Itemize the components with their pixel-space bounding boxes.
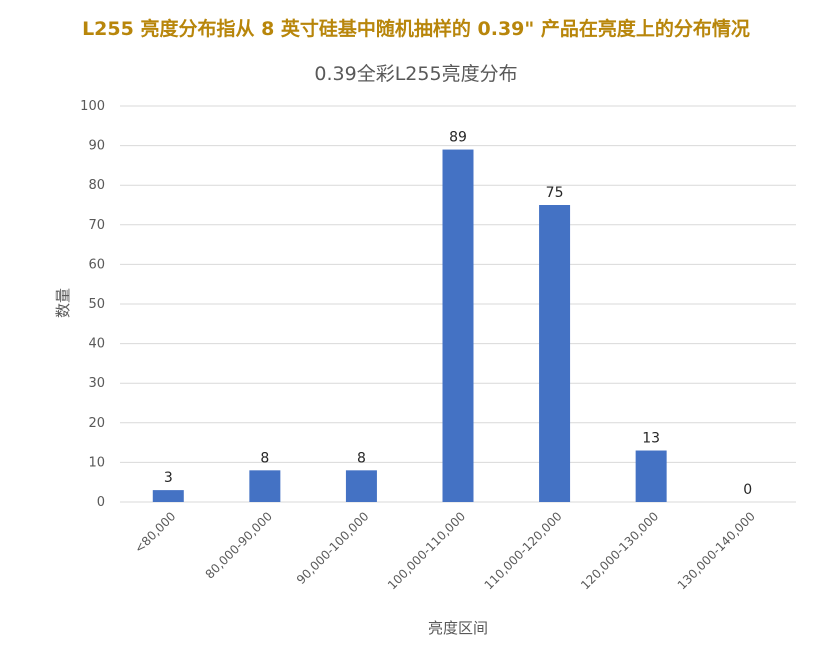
bar bbox=[442, 149, 474, 502]
data-label: 89 bbox=[449, 130, 467, 146]
y-tick-label: 60 bbox=[88, 257, 105, 272]
y-tick-label: 10 bbox=[88, 455, 105, 470]
y-axis-label: 数量 bbox=[54, 288, 72, 318]
x-tick-label: 90,000-100,000 bbox=[294, 509, 372, 587]
x-tick-label: 80,000-90,000 bbox=[203, 509, 275, 581]
y-tick-label: 0 bbox=[97, 495, 105, 510]
page-heading: L255 亮度分布指从 8 英寸硅基中随机抽样的 0.39" 产品在亮度上的分布… bbox=[82, 18, 750, 40]
y-tick-label: 30 bbox=[88, 376, 105, 391]
data-label: 8 bbox=[357, 450, 366, 466]
x-tick-label: 100,000-110,000 bbox=[385, 509, 468, 592]
data-label: 75 bbox=[546, 185, 564, 201]
bar bbox=[152, 490, 184, 502]
data-label: 3 bbox=[164, 470, 173, 486]
y-tick-label: 20 bbox=[88, 416, 105, 431]
y-tick-label: 50 bbox=[88, 297, 105, 312]
bar bbox=[345, 470, 377, 502]
x-tick-label: 110,000-120,000 bbox=[482, 509, 565, 592]
x-axis-label: 亮度区间 bbox=[428, 619, 488, 637]
bar bbox=[249, 470, 281, 502]
x-tick-label: 120,000-130,000 bbox=[578, 509, 661, 592]
y-tick-labels: 0 10 20 30 40 50 60 70 80 90 100 bbox=[80, 99, 105, 510]
y-tick-label: 80 bbox=[88, 178, 105, 193]
y-tick-label: 70 bbox=[88, 218, 105, 233]
x-tick-labels: <80,000 80,000-90,000 90,000-100,000 100,00… bbox=[132, 509, 758, 592]
data-label: 8 bbox=[260, 450, 269, 466]
y-tick-label: 100 bbox=[80, 99, 105, 114]
y-tick-label: 90 bbox=[88, 139, 105, 154]
data-label: 0 bbox=[743, 482, 752, 498]
x-tick-label: 130,000-140,000 bbox=[675, 509, 758, 592]
bars bbox=[152, 149, 667, 502]
chart-title: 0.39全彩L255亮度分布 bbox=[314, 63, 517, 85]
data-labels: 3 8 8 89 75 13 0 bbox=[164, 130, 752, 498]
data-label: 13 bbox=[642, 431, 660, 447]
bar bbox=[635, 450, 667, 502]
bar bbox=[539, 205, 571, 502]
x-tick-label: <80,000 bbox=[132, 509, 179, 556]
y-tick-label: 40 bbox=[88, 337, 105, 352]
